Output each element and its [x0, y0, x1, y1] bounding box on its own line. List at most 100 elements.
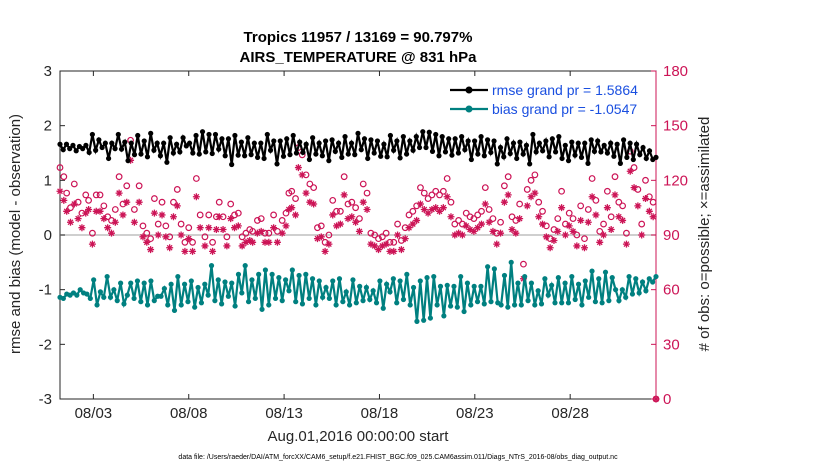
bias-data-point: [97, 289, 104, 295]
bias-data-point: [636, 290, 642, 296]
y-axis-label-right: # of obs: o=possible; ×=assimilated: [696, 117, 713, 352]
rmse-data-point: [484, 137, 491, 143]
obs-assimilated-point: [592, 211, 600, 219]
bias-data-point: [646, 276, 652, 282]
rmse-data-point: [174, 141, 180, 147]
obs-possible-point: [497, 218, 504, 226]
bias-data-point: [535, 288, 541, 294]
obs-possible-point: [336, 207, 344, 215]
obs-assimilated-point: [428, 205, 436, 213]
obs-assimilated-point: [424, 209, 432, 217]
obs-assimilated-point: [177, 231, 185, 239]
rmse-data-point: [329, 137, 335, 143]
rmse-data-point: [326, 158, 332, 164]
rmse-data-point: [556, 134, 562, 140]
rmse-data-point: [342, 134, 348, 140]
bias-data-point: [202, 281, 208, 287]
bias-data-point: [629, 291, 636, 297]
obs-assimilated-point: [615, 213, 623, 221]
y-right-tick-label: 180: [663, 63, 688, 80]
bias-data-point: [219, 301, 225, 307]
rmse-data-point: [598, 149, 604, 155]
obs-assimilated-point: [638, 231, 646, 239]
rmse-data-point: [400, 134, 406, 140]
rmse-data-point: [300, 149, 306, 156]
rmse-data-point: [533, 149, 539, 155]
obs-possible-point: [227, 200, 235, 208]
rmse-data-point: [501, 154, 507, 160]
bias-data-point: [181, 281, 188, 287]
obs-assimilated-point: [401, 235, 409, 243]
bias-data-point: [198, 300, 205, 306]
bias-data-point: [592, 299, 598, 305]
rmse-data-point: [559, 155, 565, 162]
bias-data-point: [373, 300, 380, 306]
rmse-data-point: [530, 131, 536, 138]
obs-assimilated-point: [504, 191, 512, 199]
obs-possible-point: [130, 206, 138, 213]
obs-assimilated-point: [439, 204, 447, 212]
obs-assimilated-point: [123, 198, 131, 206]
bias-data-point: [579, 302, 585, 308]
bias-data-point: [565, 300, 572, 306]
rmse-data-point: [407, 138, 413, 144]
rmse-data-point: [280, 153, 287, 159]
rmse-data-point: [125, 158, 131, 164]
obs-possible-point: [325, 231, 333, 239]
rmse-data-point: [209, 150, 215, 157]
bias-data-point: [394, 300, 400, 306]
obs-possible-point: [181, 238, 189, 246]
obs-assimilated-point: [588, 193, 596, 201]
bias-data-point: [330, 278, 336, 284]
bias-data-point: [619, 287, 625, 293]
rmse-data-point: [332, 148, 338, 154]
obs-possible-point: [201, 233, 209, 241]
obs-possible-point: [539, 207, 546, 215]
x-tick-label: 08/18: [361, 405, 399, 422]
bias-data-point: [515, 280, 521, 286]
obs-possible-point: [638, 220, 646, 228]
bias-data-point: [545, 292, 551, 298]
rmse-data-point: [384, 154, 390, 160]
obs-assimilated-point: [577, 216, 585, 224]
bias-data-point: [323, 284, 329, 291]
rmse-data-point: [608, 140, 614, 146]
obs-assimilated-point: [523, 202, 531, 210]
rmse-data-point: [630, 156, 636, 163]
obs-assimilated-point: [88, 240, 96, 248]
obs-assimilated-point: [397, 246, 405, 254]
obs-assimilated-point: [596, 238, 604, 246]
rmse-data-point: [637, 152, 643, 158]
rmse-data-point: [232, 132, 238, 139]
rmse-data-point: [258, 140, 264, 146]
bias-data-point: [525, 298, 531, 304]
obs-assimilated-point: [173, 202, 181, 210]
obs-possible-point: [196, 211, 204, 219]
rmse-data-point: [118, 146, 125, 152]
obs-assimilated-point: [348, 213, 356, 221]
bias-data-point: [229, 280, 235, 286]
obs-assimilated-point: [270, 224, 278, 232]
bias-data-point: [299, 301, 306, 307]
rmse-data-point: [358, 147, 364, 153]
bias-data-point: [60, 295, 66, 302]
obs-possible-point: [348, 198, 356, 206]
obs-assimilated-point: [462, 222, 470, 230]
bias-data-point: [124, 292, 130, 298]
bias-data-point: [427, 315, 433, 321]
obs-assimilated-point: [234, 222, 242, 230]
obs-assimilated-point: [409, 220, 417, 228]
bias-data-point: [336, 276, 343, 282]
rmse-data-point: [335, 140, 342, 146]
bias-data-point: [289, 267, 295, 273]
bias-data-point: [343, 289, 349, 295]
obs-assimilated-point: [189, 247, 197, 255]
rmse-data-point: [494, 161, 500, 167]
y-right-tick-label: 30: [663, 336, 680, 353]
obs-possible-point: [111, 206, 119, 213]
obs-possible-point: [185, 224, 193, 232]
obs-assimilated-point: [261, 238, 269, 246]
bias-data-point: [501, 272, 508, 279]
obs-possible-point: [443, 175, 451, 182]
rmse-data-point: [135, 132, 141, 139]
